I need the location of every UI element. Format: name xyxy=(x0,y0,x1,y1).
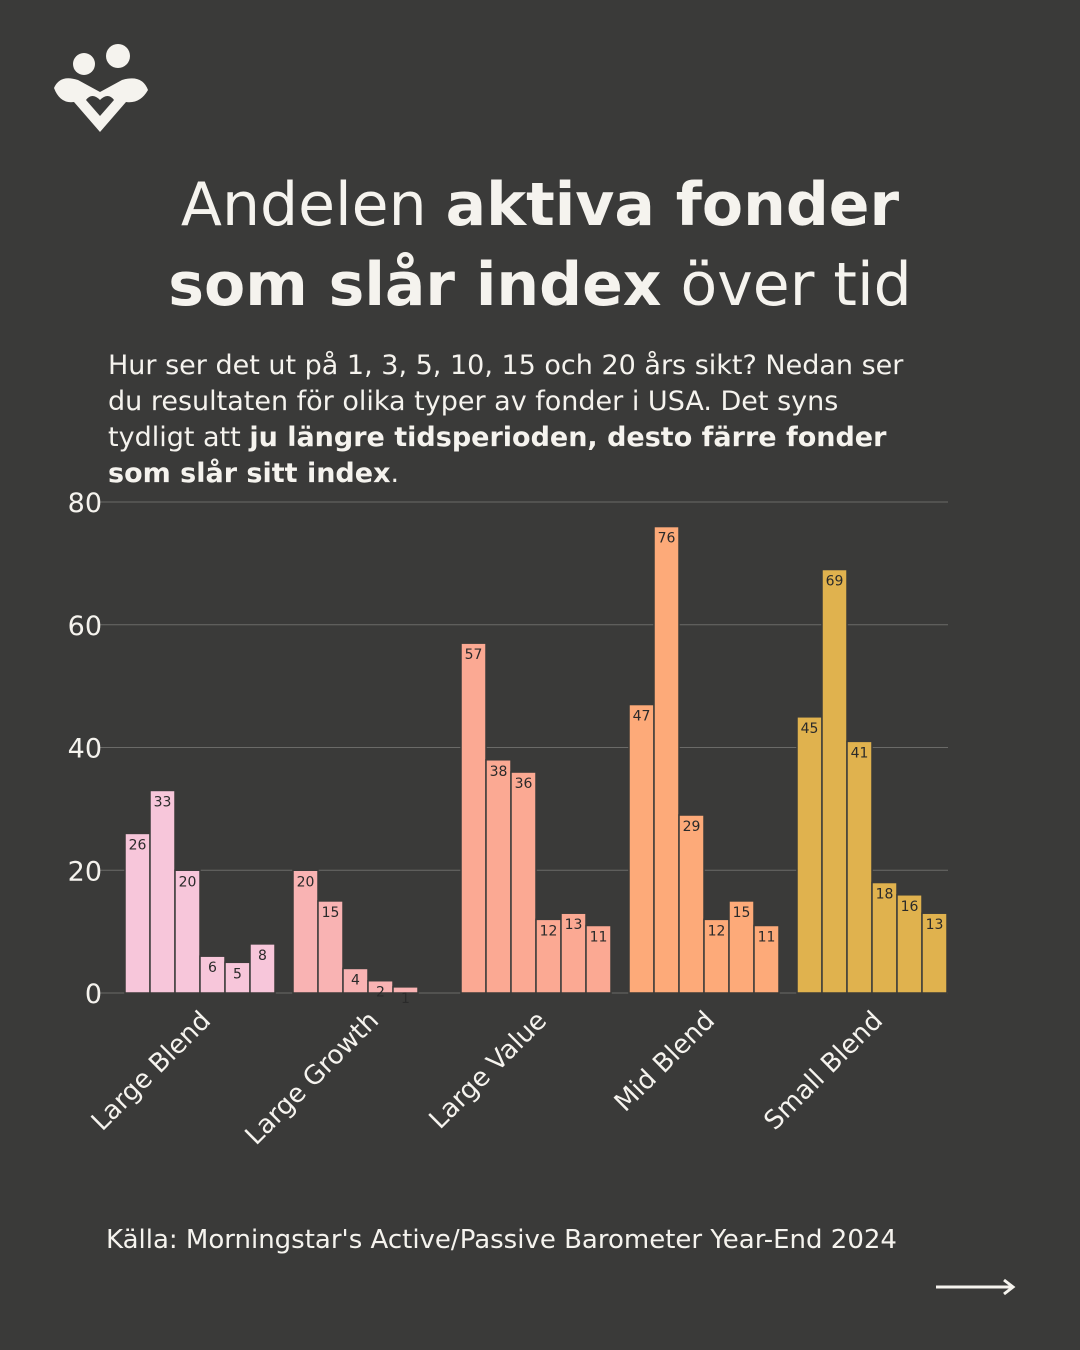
y-tick-label: 20 xyxy=(68,856,102,887)
bar xyxy=(678,814,705,994)
text-segment: tydligt att xyxy=(108,422,249,453)
y-tick-label: 0 xyxy=(85,979,102,1010)
next-arrow[interactable] xyxy=(936,1278,1016,1296)
bar xyxy=(485,759,512,994)
data-label: 29 xyxy=(683,819,701,835)
data-label: 1 xyxy=(401,991,410,1007)
bar xyxy=(628,703,655,994)
bar xyxy=(460,642,487,994)
data-label: 41 xyxy=(851,745,869,761)
data-label: 11 xyxy=(758,929,776,945)
data-label: 12 xyxy=(540,923,558,939)
bar xyxy=(510,771,537,994)
bar xyxy=(317,900,344,994)
data-label: 69 xyxy=(826,574,844,590)
text-segment: över tid xyxy=(661,250,911,320)
data-label: 2 xyxy=(376,985,385,1001)
text-segment: som slår sitt index xyxy=(108,457,391,489)
data-label: 15 xyxy=(733,905,751,921)
source: Källa: Morningstar's Active/Passive Baro… xyxy=(106,1225,897,1255)
text-segment: ju längre tidsperioden, desto färre fond… xyxy=(248,422,887,453)
bar xyxy=(174,869,201,994)
bar xyxy=(821,568,848,994)
data-label: 13 xyxy=(565,917,583,933)
logo xyxy=(54,44,148,132)
bar xyxy=(921,912,948,994)
y-tick-label: 80 xyxy=(68,488,102,519)
y-tick-label: 40 xyxy=(68,734,102,765)
data-label: 76 xyxy=(658,531,676,547)
data-label: 12 xyxy=(708,923,726,939)
text-segment: som slår index xyxy=(168,250,661,320)
text-segment: Andelen xyxy=(181,170,446,240)
bar xyxy=(728,900,755,994)
data-label: 26 xyxy=(129,837,147,853)
text-segment: du resultaten för olika typer av fonder … xyxy=(108,386,838,417)
data-label: 18 xyxy=(876,887,894,903)
text-segment: Hur ser det ut på 1, 3, 5, 10, 15 och 20… xyxy=(108,350,904,381)
bar xyxy=(703,918,730,994)
text-segment: . xyxy=(391,458,400,489)
data-label: 20 xyxy=(179,874,197,890)
title: Andelen aktiva fonder som slår index över… xyxy=(168,170,911,320)
data-label: 36 xyxy=(515,776,533,792)
bar xyxy=(124,832,151,994)
bar xyxy=(149,789,176,994)
data-label: 33 xyxy=(154,794,172,810)
text-segment: aktiva fonder xyxy=(446,170,900,240)
data-label: 38 xyxy=(490,764,508,780)
data-label: 47 xyxy=(633,709,651,725)
data-label: 16 xyxy=(901,899,919,915)
bar xyxy=(753,924,780,994)
data-label: 13 xyxy=(926,917,944,933)
bar xyxy=(585,924,612,994)
bar xyxy=(846,740,873,994)
data-label: 15 xyxy=(322,905,340,921)
subtitle: Hur ser det ut på 1, 3, 5, 10, 15 och 20… xyxy=(108,350,904,489)
data-label: 57 xyxy=(465,647,483,663)
data-label: 6 xyxy=(208,960,217,976)
data-label: 5 xyxy=(233,966,242,982)
bar xyxy=(796,716,823,994)
data-label: 4 xyxy=(351,972,360,988)
bar xyxy=(653,525,680,994)
bar xyxy=(392,986,419,994)
data-label: 45 xyxy=(801,721,819,737)
data-label: 8 xyxy=(258,948,267,964)
bar xyxy=(342,967,369,994)
data-label: 11 xyxy=(590,929,608,945)
bar xyxy=(249,943,276,994)
bar xyxy=(292,869,319,994)
y-tick-label: 60 xyxy=(68,611,102,642)
bar xyxy=(896,894,923,994)
data-label: 20 xyxy=(297,874,315,890)
bar xyxy=(871,881,898,994)
